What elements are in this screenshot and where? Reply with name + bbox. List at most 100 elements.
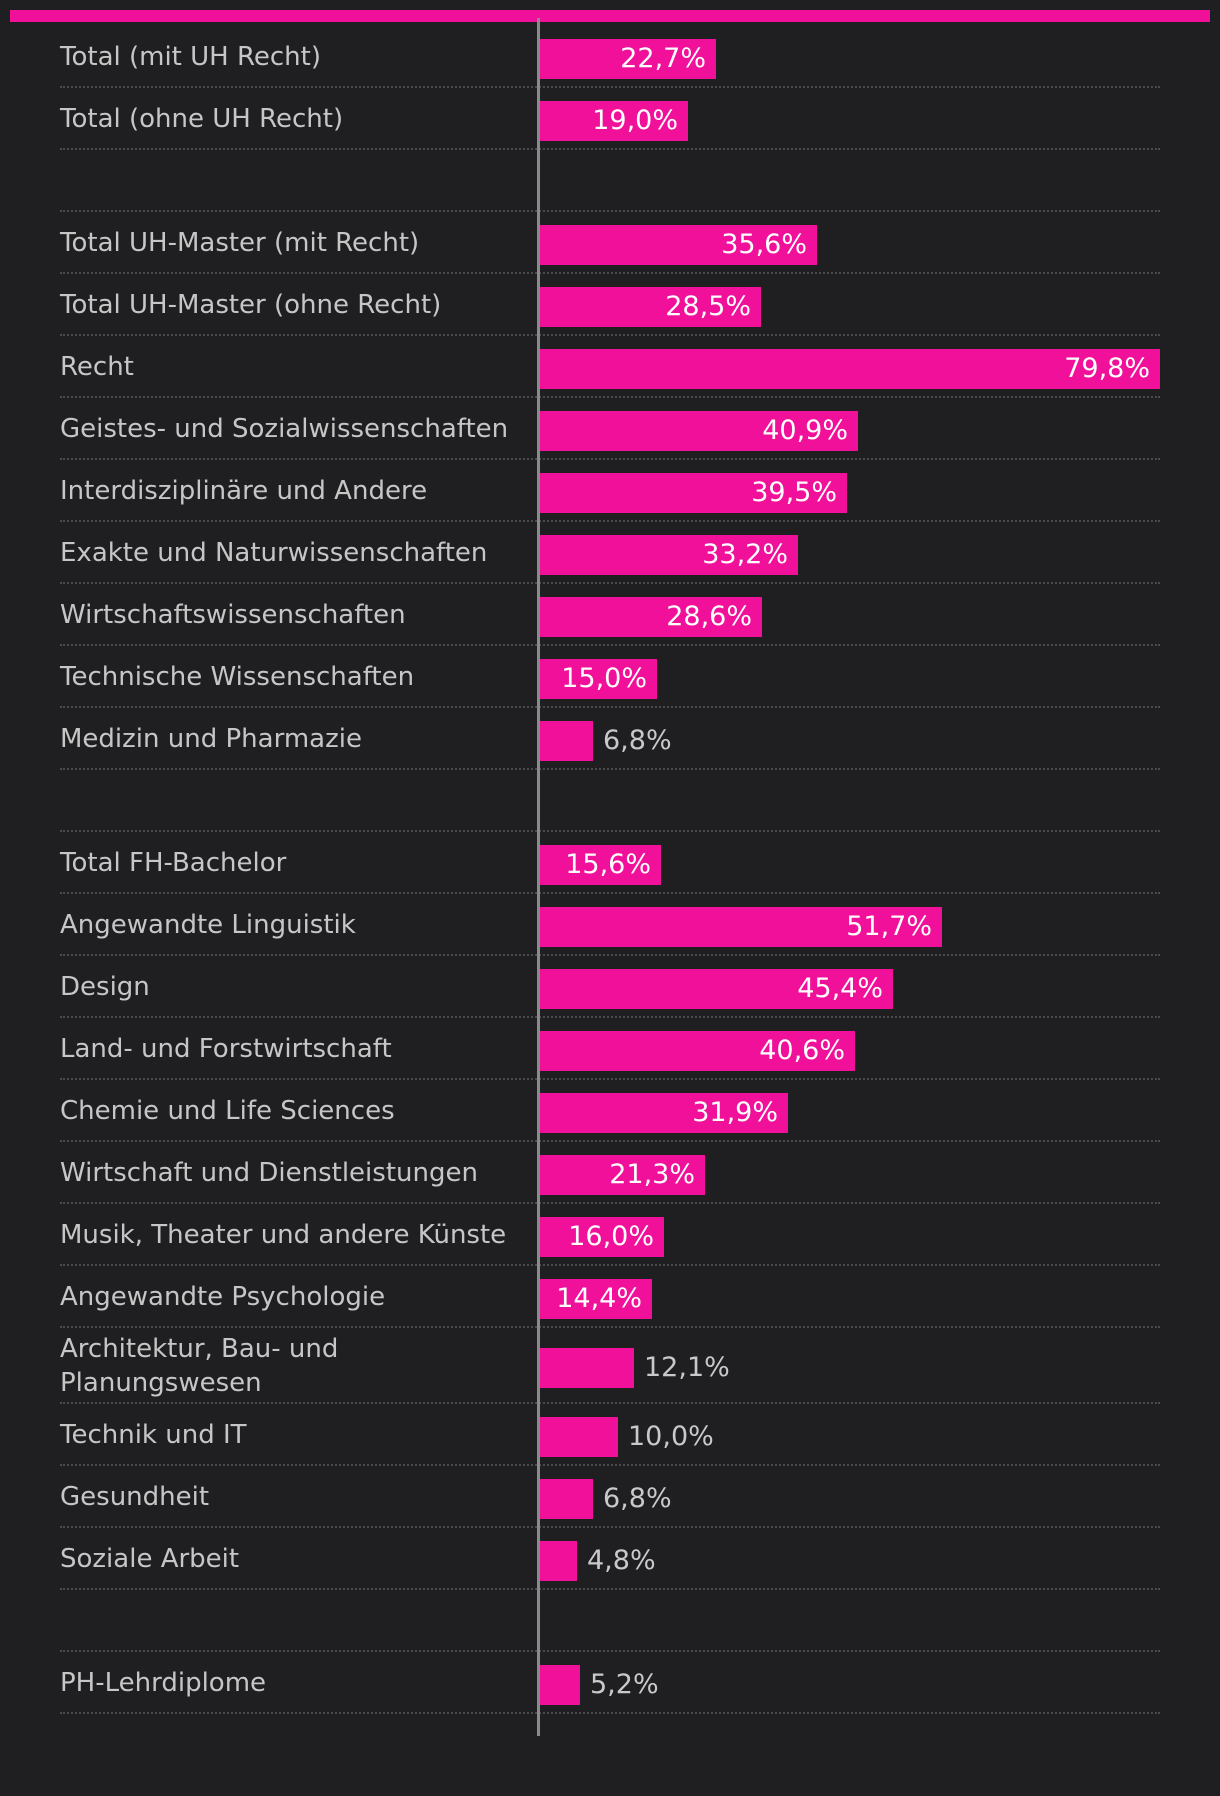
- value-label: 19,0%: [592, 105, 678, 136]
- row-separator: [60, 1464, 1160, 1466]
- bar-row: Technische Wissenschaften 15,0%: [0, 646, 1220, 708]
- bar: [540, 349, 1160, 389]
- bar-row: Chemie und Life Sciences 31,9%: [0, 1080, 1220, 1142]
- value-label: 79,8%: [1064, 353, 1150, 384]
- row-separator: [60, 86, 1160, 88]
- row-separator: [60, 1264, 1160, 1266]
- value-label: 5,2%: [590, 1669, 659, 1700]
- bar-row: Design 45,4%: [0, 956, 1220, 1018]
- row-separator: [60, 1650, 1160, 1652]
- bar: [540, 597, 762, 637]
- top-accent-bar: [10, 10, 1210, 22]
- row-separator: [60, 830, 1160, 832]
- row-separator: [60, 1712, 1160, 1714]
- row-separator: [60, 1202, 1160, 1204]
- row-separator: [60, 210, 1160, 212]
- bar: [540, 535, 798, 575]
- bar-row: Land- und Forstwirtschaft 40,6%: [0, 1018, 1220, 1080]
- bar: [540, 1665, 580, 1705]
- category-label: Technische Wissenschaften: [60, 662, 415, 692]
- category-label: Total FH-Bachelor: [60, 848, 287, 878]
- row-separator: [60, 520, 1160, 522]
- category-label: PH-Lehrdiplome: [60, 1668, 267, 1698]
- bar-row: Wirtschaftswissenschaften 28,6%: [0, 584, 1220, 646]
- bar: [540, 101, 688, 141]
- category-label: Angewandte Linguistik: [60, 910, 356, 940]
- bar-row: Musik, Theater und andere Künste 16,0%: [0, 1204, 1220, 1266]
- value-label: 35,6%: [721, 229, 807, 260]
- category-label: Medizin und Pharmazie: [60, 724, 362, 754]
- category-label: Chemie und Life Sciences: [60, 1096, 395, 1126]
- category-label: Total UH-Master (mit Recht): [60, 228, 420, 258]
- bar-row: Total UH-Master (mit Recht) 35,6%: [0, 212, 1220, 274]
- category-label: Design: [60, 972, 150, 1002]
- value-label: 15,6%: [565, 849, 651, 880]
- category-label: Geistes- und Sozialwissenschaften: [60, 414, 509, 444]
- bar: [540, 287, 761, 327]
- category-label: Angewandte Psychologie: [60, 1282, 386, 1312]
- category-label: Architektur, Bau- und Planungswesen: [60, 1334, 339, 1398]
- bar-row: Total (mit UH Recht) 22,7%: [0, 26, 1220, 88]
- value-label: 21,3%: [609, 1159, 695, 1190]
- value-label: 40,6%: [759, 1035, 845, 1066]
- bar-row: Total UH-Master (ohne Recht) 28,5%: [0, 274, 1220, 336]
- row-separator: [60, 1526, 1160, 1528]
- row-separator: [60, 1326, 1160, 1328]
- value-label: 31,9%: [692, 1097, 778, 1128]
- row-separator: [60, 1588, 1160, 1590]
- value-label: 12,1%: [644, 1352, 730, 1383]
- value-label: 28,5%: [665, 291, 751, 322]
- row-separator: [60, 458, 1160, 460]
- value-label: 39,5%: [751, 477, 837, 508]
- row-separator: [60, 582, 1160, 584]
- chart-axis-line: [537, 18, 540, 1736]
- category-label: Total (ohne UH Recht): [60, 104, 344, 134]
- value-label: 6,8%: [603, 1483, 672, 1514]
- bar: [540, 1417, 618, 1457]
- bar: [540, 1479, 593, 1519]
- bar: [540, 1155, 705, 1195]
- bar-row: Interdisziplinäre und Andere 39,5%: [0, 460, 1220, 522]
- value-label: 45,4%: [797, 973, 883, 1004]
- bar: [540, 907, 942, 947]
- bar-row: Recht 79,8%: [0, 336, 1220, 398]
- value-label: 28,6%: [666, 601, 752, 632]
- bar-row: Total FH-Bachelor 15,6%: [0, 832, 1220, 894]
- row-separator: [60, 644, 1160, 646]
- bar: [540, 1348, 634, 1388]
- row-separator: [60, 1140, 1160, 1142]
- bar: [540, 1541, 577, 1581]
- bar-row: Medizin und Pharmazie 6,8%: [0, 708, 1220, 770]
- bar: [540, 225, 817, 265]
- category-label: Interdisziplinäre und Andere: [60, 476, 428, 506]
- row-separator: [60, 1016, 1160, 1018]
- bar: [540, 473, 847, 513]
- bar: [540, 969, 893, 1009]
- category-label: Land- und Forstwirtschaft: [60, 1034, 392, 1064]
- row-separator: [60, 768, 1160, 770]
- row-separator: [60, 706, 1160, 708]
- bar-row: Angewandte Psychologie 14,4%: [0, 1266, 1220, 1328]
- category-label: Total (mit UH Recht): [60, 42, 321, 72]
- category-label: Exakte und Naturwissenschaften: [60, 538, 488, 568]
- value-label: 6,8%: [603, 725, 672, 756]
- bar-row: Soziale Arbeit 4,8%: [0, 1528, 1220, 1590]
- value-label: 16,0%: [568, 1221, 654, 1252]
- value-label: 51,7%: [846, 911, 932, 942]
- bar-row: Geistes- und Sozialwissenschaften 40,9%: [0, 398, 1220, 460]
- category-label: Technik und IT: [60, 1420, 247, 1450]
- value-label: 10,0%: [628, 1421, 714, 1452]
- row-separator: [60, 334, 1160, 336]
- value-label: 22,7%: [620, 43, 706, 74]
- row-separator: [60, 1402, 1160, 1404]
- row-separator: [60, 396, 1160, 398]
- row-separator: [60, 954, 1160, 956]
- bar-row: Wirtschaft und Dienstleistungen 21,3%: [0, 1142, 1220, 1204]
- row-separator: [60, 892, 1160, 894]
- row-separator: [60, 272, 1160, 274]
- category-label: Gesundheit: [60, 1482, 210, 1512]
- bar-row: Total (ohne UH Recht) 19,0%: [0, 88, 1220, 150]
- category-label: Wirtschaftswissenschaften: [60, 600, 406, 630]
- bar: [540, 1279, 652, 1319]
